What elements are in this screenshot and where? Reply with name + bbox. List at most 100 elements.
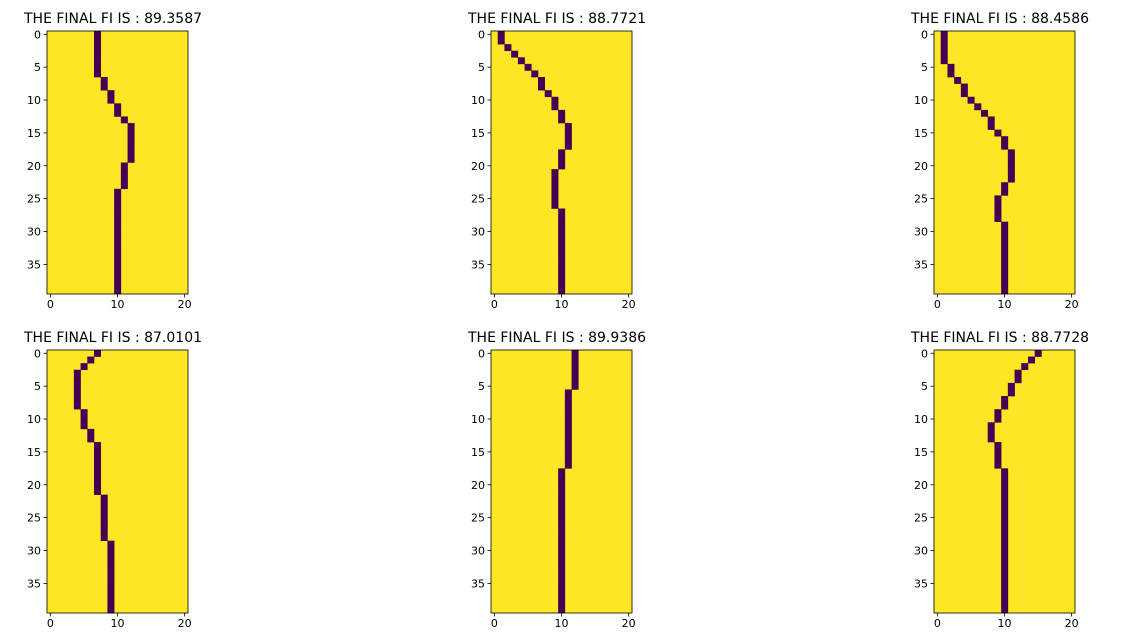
path-cell bbox=[1001, 280, 1009, 288]
path-cell bbox=[100, 507, 108, 515]
path-cell bbox=[564, 422, 572, 430]
path-cell bbox=[107, 547, 115, 555]
path-cell bbox=[994, 442, 1002, 449]
x-tick-label: 20 bbox=[622, 617, 636, 630]
path-cell bbox=[80, 363, 88, 371]
path-cell bbox=[107, 553, 115, 561]
path-cell bbox=[940, 37, 948, 45]
path-cell bbox=[544, 90, 552, 98]
path-cell bbox=[558, 280, 566, 288]
path-cell bbox=[1014, 369, 1022, 377]
path-cell bbox=[100, 534, 108, 541]
y-tick-label: 30 bbox=[471, 226, 485, 239]
path-cell bbox=[564, 428, 572, 436]
path-cell bbox=[551, 188, 559, 196]
x-tick-label: 20 bbox=[178, 298, 192, 311]
path-cell bbox=[120, 169, 128, 176]
y-tick-label: 35 bbox=[27, 258, 41, 271]
path-cell bbox=[114, 215, 122, 222]
path-cell bbox=[960, 90, 968, 98]
path-cell bbox=[127, 123, 135, 130]
path-cell bbox=[558, 109, 566, 117]
path-cell bbox=[987, 116, 995, 124]
subplot-title: THE FINAL FI IS : 89.3587 bbox=[23, 11, 202, 27]
path-cell bbox=[107, 566, 115, 574]
path-cell bbox=[127, 142, 135, 150]
path-cell bbox=[558, 155, 566, 163]
y-tick-label: 30 bbox=[914, 226, 928, 239]
y-tick-label: 10 bbox=[914, 94, 928, 107]
path-cell bbox=[1001, 261, 1009, 269]
path-cell bbox=[107, 586, 115, 594]
path-cell bbox=[1001, 247, 1009, 255]
path-cell bbox=[73, 376, 81, 384]
path-cell bbox=[107, 573, 115, 581]
path-cell bbox=[987, 435, 995, 443]
path-cell bbox=[497, 37, 505, 45]
path-cell bbox=[100, 83, 108, 91]
y-tick-label: 15 bbox=[27, 127, 41, 140]
path-cell bbox=[994, 208, 1002, 216]
x-tick-label: 10 bbox=[111, 617, 125, 630]
path-cell bbox=[1007, 389, 1015, 397]
path-cell bbox=[960, 83, 968, 91]
path-cell bbox=[94, 461, 102, 469]
path-cell bbox=[127, 149, 135, 157]
path-cell bbox=[114, 247, 122, 255]
path-cell bbox=[558, 254, 566, 262]
path-cell bbox=[558, 474, 566, 482]
path-cell bbox=[114, 228, 122, 236]
x-tick-label: 10 bbox=[111, 298, 125, 311]
path-cell bbox=[558, 534, 566, 541]
path-cell bbox=[94, 350, 102, 357]
path-cell bbox=[107, 599, 115, 607]
path-cell bbox=[558, 481, 566, 489]
path-cell bbox=[558, 566, 566, 574]
x-tick-label: 20 bbox=[1065, 617, 1079, 630]
path-cell bbox=[107, 560, 115, 568]
path-cell bbox=[94, 481, 102, 489]
y-tick-label: 10 bbox=[914, 413, 928, 426]
path-cell bbox=[558, 540, 566, 548]
path-cell bbox=[571, 369, 579, 377]
path-cell bbox=[1001, 182, 1009, 190]
subplot-title: THE FINAL FI IS : 88.7721 bbox=[467, 11, 646, 27]
y-tick-label: 10 bbox=[471, 94, 485, 107]
path-cell bbox=[994, 461, 1002, 469]
path-cell bbox=[940, 57, 948, 65]
path-cell bbox=[558, 520, 566, 528]
y-tick-label: 0 bbox=[921, 28, 928, 41]
y-tick-label: 0 bbox=[478, 347, 485, 360]
path-cell bbox=[94, 63, 102, 71]
path-cell bbox=[564, 389, 572, 397]
path-cell bbox=[994, 201, 1002, 209]
path-cell bbox=[94, 37, 102, 45]
path-cell bbox=[558, 215, 566, 222]
path-cell bbox=[114, 280, 122, 288]
path-cell bbox=[558, 162, 566, 170]
y-tick-label: 35 bbox=[471, 577, 485, 590]
path-cell bbox=[987, 422, 995, 430]
path-cell bbox=[73, 382, 81, 390]
path-cell bbox=[94, 57, 102, 65]
path-cell bbox=[940, 44, 948, 52]
path-cell bbox=[94, 31, 102, 38]
path-cell bbox=[100, 514, 108, 522]
path-cell bbox=[107, 90, 115, 98]
subplot-title: THE FINAL FI IS : 88.7728 bbox=[910, 330, 1089, 346]
path-cell bbox=[114, 274, 122, 282]
heatmap-field bbox=[47, 350, 188, 613]
path-cell bbox=[954, 77, 962, 84]
path-cell bbox=[127, 136, 135, 144]
path-cell bbox=[1001, 188, 1009, 196]
path-cell bbox=[73, 402, 81, 410]
path-cell bbox=[1007, 382, 1015, 390]
path-cell bbox=[80, 415, 88, 423]
subplot-title: THE FINAL FI IS : 87.0101 bbox=[23, 330, 202, 346]
path-cell bbox=[120, 175, 128, 183]
path-cell bbox=[114, 109, 122, 117]
path-cell bbox=[994, 455, 1002, 463]
path-cell bbox=[564, 402, 572, 410]
path-cell bbox=[87, 356, 95, 364]
